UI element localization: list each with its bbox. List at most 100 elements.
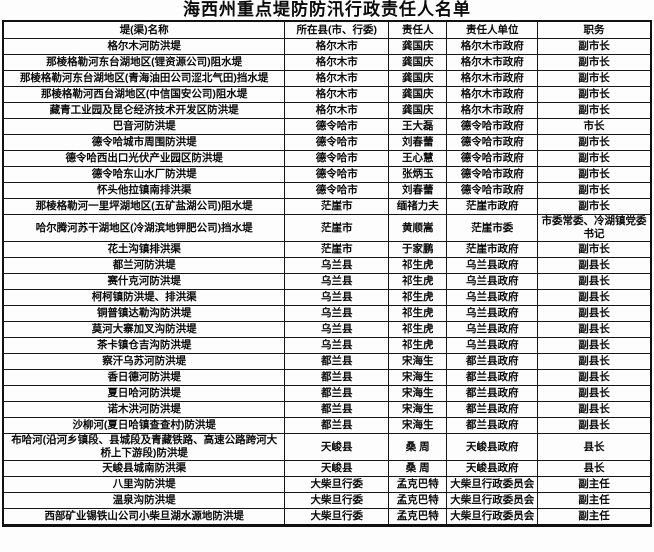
cell-person: 祁生虎 <box>388 337 448 354</box>
cell-unit: 天峻县政府 <box>446 433 539 461</box>
cell-county: 格尔木市 <box>284 102 390 119</box>
cell-unit: 大柴旦行政委员会 <box>446 476 539 493</box>
cell-unit: 茫崖市政府 <box>446 198 539 215</box>
cell-person: 宋海生 <box>388 417 448 434</box>
table-row: 八里沟防洪堤 大柴旦行委 孟克巴特 大柴旦行政委员会 副主任 <box>2 476 652 493</box>
cell-position: 市委常委、冷湖镇党委书记 <box>537 214 652 242</box>
cell-person: 宋海生 <box>388 401 448 418</box>
cell-county: 大柴旦行委 <box>284 492 390 509</box>
cell-county: 茫崖市 <box>284 241 390 258</box>
cell-dike-name: 察汗乌苏河防洪堤 <box>2 353 286 370</box>
cell-person: 宋海生 <box>388 353 448 370</box>
cell-dike-name: 格尔木河防洪堤 <box>2 38 286 55</box>
table-row: 天峻县城南防洪渠 天峻县 桑 周 天峻县政府 县长 <box>2 460 652 477</box>
cell-dike-name: 巴音河防洪堤 <box>2 118 286 135</box>
cell-county: 乌兰县 <box>284 257 390 274</box>
cell-dike-name: 莫河大寨加叉沟防洪堤 <box>2 321 286 338</box>
column-header-dike-name: 堤(渠)名称 <box>2 20 286 39</box>
cell-person: 孟克巴特 <box>388 508 448 526</box>
cell-position: 副县长 <box>537 257 652 274</box>
cell-county: 大柴旦行委 <box>284 508 390 526</box>
cell-dike-name: 夏日哈河防洪堤 <box>2 385 286 402</box>
cell-position: 市长 <box>537 118 652 135</box>
cell-person: 祁生虎 <box>388 321 448 338</box>
table-row: 西部矿业锡铁山公司小柴旦湖水源地防洪堤 大柴旦行委 孟克巴特 大柴旦行政委员会 … <box>2 508 652 526</box>
cell-position: 副县长 <box>537 337 652 354</box>
cell-position: 副市长 <box>537 38 652 55</box>
cell-unit: 乌兰县政府 <box>446 273 539 290</box>
cell-person: 宋海生 <box>388 369 448 386</box>
cell-county: 德令哈市 <box>284 166 390 183</box>
column-header-position: 职务 <box>537 20 652 39</box>
table-row: 花土沟镇排洪渠 茫崖市 于家鹏 茫崖市政府 副市长 <box>2 241 652 258</box>
cell-position: 副市长 <box>537 198 652 215</box>
cell-dike-name: 温泉沟防洪堤 <box>2 492 286 509</box>
cell-dike-name: 花土沟镇排洪渠 <box>2 241 286 258</box>
cell-unit: 大柴旦行政委员会 <box>446 508 539 526</box>
cell-position: 副主任 <box>537 492 652 509</box>
cell-person: 缅禇力夫 <box>388 198 448 215</box>
cell-dike-name: 诺木洪河防洪堤 <box>2 401 286 418</box>
cell-position: 副主任 <box>537 476 652 493</box>
cell-person: 桑 周 <box>388 433 448 461</box>
cell-unit: 乌兰县政府 <box>446 305 539 322</box>
cell-position: 副市长 <box>537 241 652 258</box>
cell-dike-name: 哈尔腾河苏干湖地区(冷湖滨地钾肥公司)挡水堤 <box>2 214 286 242</box>
cell-person: 龚国庆 <box>388 54 448 71</box>
cell-county: 都兰县 <box>284 417 390 434</box>
cell-unit: 德令哈市政府 <box>446 166 539 183</box>
cell-unit: 德令哈市政府 <box>446 118 539 135</box>
cell-county: 德令哈市 <box>284 182 390 199</box>
cell-unit: 格尔木市政府 <box>446 102 539 119</box>
cell-person: 刘春蕾 <box>388 134 448 151</box>
cell-position: 副主任 <box>537 508 652 526</box>
cell-county: 乌兰县 <box>284 289 390 306</box>
cell-position: 副县长 <box>537 385 652 402</box>
cell-person: 王大磊 <box>388 118 448 135</box>
cell-county: 格尔木市 <box>284 38 390 55</box>
cell-unit: 茫崖市委 <box>446 214 539 242</box>
cell-position: 副县长 <box>537 321 652 338</box>
cell-county: 天峻县 <box>284 433 390 461</box>
cell-county: 茫崖市 <box>284 214 390 242</box>
cell-position: 副县长 <box>537 289 652 306</box>
cell-person: 祁生虎 <box>388 305 448 322</box>
cell-county: 乌兰县 <box>284 305 390 322</box>
cell-dike-name: 那棱格勒河西台湖地区(中信国安公司)阻水堤 <box>2 86 286 103</box>
cell-person: 黄顺嵩 <box>388 214 448 242</box>
cell-unit: 天峻县政府 <box>446 460 539 477</box>
cell-dike-name: 藏青工业园及昆仑经济技术开发区防洪堤 <box>2 102 286 119</box>
responsibility-table: 堤(渠)名称 所在县(市、行委) 责任人 责任人单位 职务 格尔木河防洪堤 格尔… <box>2 20 652 527</box>
cell-unit: 乌兰县政府 <box>446 289 539 306</box>
cell-position: 副市长 <box>537 54 652 71</box>
cell-dike-name: 赛什克河防洪堤 <box>2 273 286 290</box>
cell-dike-name: 沙柳河(夏日哈镇查查村)防洪堤 <box>2 417 286 434</box>
cell-position: 副市长 <box>537 102 652 119</box>
cell-dike-name: 那棱格勒河东台湖地区(锂资源公司)阻水堤 <box>2 54 286 71</box>
table-row: 香日德河防洪堤 都兰县 宋海生 都兰县政府 副县长 <box>2 369 652 386</box>
cell-unit: 都兰县政府 <box>446 417 539 434</box>
cell-county: 乌兰县 <box>284 337 390 354</box>
cell-position: 副市长 <box>537 86 652 103</box>
cell-dike-name: 西部矿业锡铁山公司小柴旦湖水源地防洪堤 <box>2 508 286 526</box>
table-row: 德令哈西出口光伏产业园区防洪堤 德令哈市 王心慧 德令哈市政府 副市长 <box>2 150 652 167</box>
cell-dike-name: 那棱格勒河一里坪湖地区(五矿盐湖公司)阻水堤 <box>2 198 286 215</box>
cell-position: 副市长 <box>537 150 652 167</box>
table-row: 诺木洪河防洪堤 都兰县 宋海生 都兰县政府 副县长 <box>2 401 652 418</box>
cell-county: 德令哈市 <box>284 118 390 135</box>
header-row: 堤(渠)名称 所在县(市、行委) 责任人 责任人单位 职务 <box>2 20 652 39</box>
column-header-county: 所在县(市、行委) <box>284 20 390 39</box>
table-row: 哈尔腾河苏干湖地区(冷湖滨地钾肥公司)挡水堤 茫崖市 黄顺嵩 茫崖市委 市委常委… <box>2 214 652 242</box>
table-row: 柯柯镇防洪堤、排洪渠 乌兰县 祁生虎 乌兰县政府 副县长 <box>2 289 652 306</box>
table-row: 夏日哈河防洪堤 都兰县 宋海生 都兰县政府 副县长 <box>2 385 652 402</box>
cell-unit: 乌兰县政府 <box>446 337 539 354</box>
cell-position: 副市长 <box>537 70 652 87</box>
cell-position: 副县长 <box>537 273 652 290</box>
table-row: 那棱格勒河一里坪湖地区(五矿盐湖公司)阻水堤 茫崖市 缅禇力夫 茫崖市政府 副市… <box>2 198 652 215</box>
table-row: 藏青工业园及昆仑经济技术开发区防洪堤 格尔木市 龚国庆 格尔木市政府 副市长 <box>2 102 652 119</box>
table-row: 巴音河防洪堤 德令哈市 王大磊 德令哈市政府 市长 <box>2 118 652 135</box>
cell-person: 张炳玉 <box>388 166 448 183</box>
cell-county: 格尔木市 <box>284 86 390 103</box>
cell-county: 乌兰县 <box>284 321 390 338</box>
cell-county: 格尔木市 <box>284 54 390 71</box>
